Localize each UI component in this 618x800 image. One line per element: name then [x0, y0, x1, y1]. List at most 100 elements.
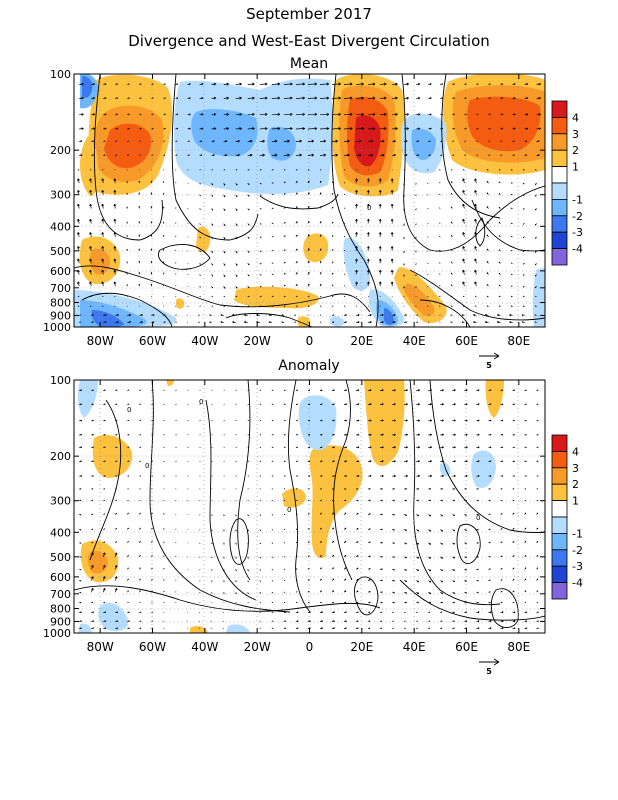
- mean-divergence-negative: [74, 74, 545, 327]
- mean-contour-line: [401, 74, 545, 252]
- anomaly-contour-line: [237, 380, 251, 581]
- mean-contour-line: [419, 299, 471, 327]
- anomaly-negative-region: [471, 450, 496, 488]
- mean-negative-region: [532, 268, 545, 327]
- mean-contour-line: [409, 269, 545, 321]
- mean-positive-region: [467, 96, 541, 152]
- mean-colorbar: 4 3 2 1 -1 -2 -3 -4: [551, 100, 583, 266]
- anomaly-contour-line: [490, 588, 519, 628]
- mean-y-tick-label: 800: [50, 296, 71, 309]
- anomaly-positive-region: [190, 625, 208, 633]
- anomaly-y-tick-label: 500: [50, 551, 71, 564]
- anomaly-y-tick-label: 100: [50, 374, 71, 387]
- mean-contour-line: [331, 74, 379, 327]
- mean-y-tick-label: 700: [50, 282, 71, 295]
- mean-positive-region: [404, 283, 435, 316]
- anomaly-y-tick-label: 900: [50, 615, 71, 628]
- anomaly-positive-region: [309, 445, 363, 559]
- anomaly-contour-line: [229, 518, 249, 565]
- mean-colorbar-box: [551, 166, 568, 184]
- anomaly-colorbar-label: -3: [572, 560, 583, 573]
- anomaly-vector-field: [79, 389, 539, 630]
- anomaly-contour-line: [149, 380, 291, 613]
- mean-x-tick-label: 60E: [455, 334, 478, 348]
- anomaly-colorbar-label: -4: [572, 577, 583, 590]
- anomaly-x-tick-label: 60W: [139, 640, 166, 654]
- mean-negative-region: [330, 316, 345, 327]
- anomaly-negative-region: [226, 624, 250, 633]
- figure-subtitle: Divergence and West-East Divergent Circu…: [128, 32, 490, 50]
- anomaly-contour-label: 0: [287, 506, 291, 514]
- mean-colorbar-box: [551, 117, 568, 135]
- anomaly-vector-arrows: [79, 389, 539, 630]
- mean-x-axis: 80W 60W 40W 20W 0 20E 40E 60E 80E: [87, 74, 530, 348]
- mean-y-tick-label: 200: [50, 144, 71, 157]
- anomaly-contour-label: 0: [476, 514, 480, 522]
- anomaly-x-tick-label: 80E: [507, 640, 530, 654]
- anomaly-x-tick-label: 0: [306, 640, 314, 654]
- mean-contour-line: [441, 74, 501, 219]
- anomaly-contour-label: 0: [127, 406, 131, 414]
- mean-colorbar-label: 4: [572, 111, 579, 124]
- anomaly-x-axis: 80W 60W 40W 20W 0 20E 40E 60E 80E: [87, 380, 530, 654]
- mean-positive-region: [176, 298, 185, 309]
- anomaly-y-tick-label: 700: [50, 588, 71, 601]
- mean-negative-region: [267, 126, 296, 161]
- anomaly-colorbar-box: [551, 533, 568, 551]
- mean-panel-title: Mean: [290, 56, 328, 72]
- mean-x-tick-label: 60W: [139, 334, 166, 348]
- mean-colorbar-box: [551, 215, 568, 233]
- anomaly-colorbar-label: -2: [572, 544, 583, 557]
- anomaly-contour-line: [74, 585, 381, 612]
- anomaly-y-tick-label: 800: [50, 602, 71, 615]
- anomaly-contour-line: [287, 380, 311, 613]
- mean-positive-region: [89, 248, 110, 275]
- mean-contour-line: [74, 265, 371, 313]
- anomaly-contour-line: [333, 380, 353, 581]
- mean-positive-region: [104, 123, 152, 169]
- anomaly-divergence-positive: [80, 380, 504, 633]
- mean-x-tick-label: 80W: [87, 334, 114, 348]
- figure-title: September 2017: [246, 5, 372, 23]
- anomaly-positive-region: [92, 434, 133, 478]
- anomaly-y-tick-label: 400: [50, 526, 71, 539]
- mean-colorbar-box: [551, 231, 568, 249]
- mean-vector-field: [77, 82, 541, 324]
- mean-colorbar-box: [551, 149, 568, 167]
- anomaly-y-tick-label: 1000: [43, 627, 71, 640]
- anomaly-reference-arrowhead: [493, 658, 500, 666]
- anomaly-colorbar-box: [551, 500, 568, 518]
- mean-colorbar-label: 1: [572, 161, 579, 174]
- mean-colorbar-label: -2: [572, 210, 583, 223]
- anomaly-colorbar-box: [551, 516, 568, 534]
- mean-x-tick-label: 80E: [507, 334, 530, 348]
- mean-colorbar-label: -4: [572, 243, 583, 256]
- mean-colorbar-box: [551, 198, 568, 217]
- anomaly-colorbar-box: [551, 582, 568, 600]
- mean-x-tick-label: 40E: [403, 334, 426, 348]
- anomaly-colorbar-box: [551, 434, 568, 452]
- mean-colorbar-box: [551, 100, 568, 118]
- mean-y-tick-label: 100: [50, 68, 71, 81]
- mean-colorbar-label: 3: [572, 128, 579, 141]
- mean-contour-line: [157, 243, 211, 270]
- anomaly-colorbar-label: 1: [572, 495, 579, 508]
- mean-positive-region: [80, 136, 98, 197]
- anomaly-panel: Anomaly: [43, 358, 583, 676]
- anomaly-positive-region: [282, 488, 306, 508]
- mean-contour-line: [93, 74, 163, 241]
- anomaly-positive-region: [364, 380, 405, 467]
- mean-x-tick-label: 20E: [350, 334, 373, 348]
- anomaly-colorbar-label: 3: [572, 462, 579, 475]
- mean-positive-region: [298, 316, 311, 327]
- mean-y-tick-label: 400: [50, 220, 71, 233]
- mean-y-tick-label: 500: [50, 245, 71, 258]
- anomaly-negative-region: [98, 602, 129, 632]
- mean-contour-line: [259, 193, 339, 210]
- mean-y-tick-label: 900: [50, 309, 71, 322]
- anomaly-x-tick-label: 20E: [350, 640, 373, 654]
- anomaly-contour-line: [205, 399, 257, 601]
